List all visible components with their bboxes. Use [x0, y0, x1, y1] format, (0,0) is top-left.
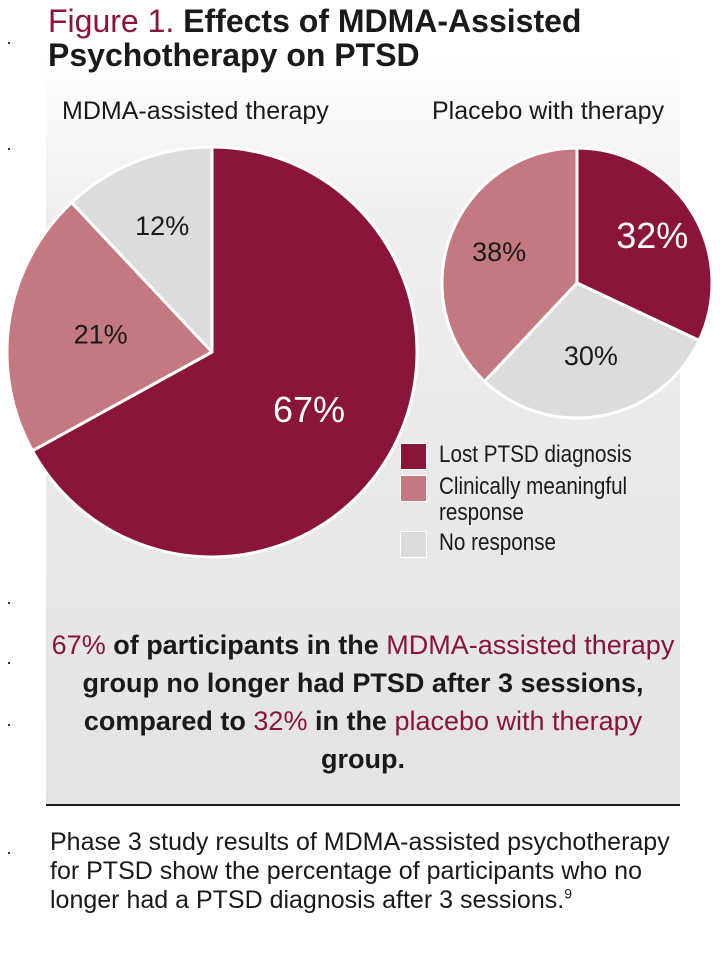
legend-swatch-clinical	[400, 475, 427, 502]
legend-swatch-none	[400, 531, 427, 558]
pie-label-mdma-lost: 67%	[273, 389, 345, 430]
margin-mark	[8, 662, 10, 664]
figure-title: Figure 1. Effects of MDMA-Assisted Psych…	[48, 4, 688, 72]
pie-title-placebo: Placebo with therapy	[432, 97, 665, 125]
pie-label-placebo-none: 30%	[564, 341, 618, 371]
figure-caption: Phase 3 study results of MDMA-assisted p…	[50, 828, 690, 915]
margin-mark	[8, 602, 10, 604]
legend-item-lost: Lost PTSD diagnosis	[400, 442, 700, 470]
summary-text: 67% of participants in the MDMA-assisted…	[46, 626, 680, 778]
pie-chart-placebo: 32% 30% 38%	[440, 146, 714, 420]
summary-highlight-mdma-group: MDMA-assisted therapy	[386, 630, 675, 660]
summary-highlight-placebo-pct: 32%	[253, 706, 308, 736]
summary-part-4: group.	[321, 744, 405, 774]
margin-mark	[8, 148, 10, 150]
legend: Lost PTSD diagnosis Clinically meaningfu…	[400, 442, 700, 562]
pie-slice-mdma-clinical	[5, 201, 214, 453]
summary-highlight-placebo-group: placebo with therapy	[394, 706, 643, 736]
legend-item-none: No response	[400, 530, 700, 558]
figure-label: Figure 1.	[48, 3, 175, 39]
figure-title-line1: Effects of MDMA-Assisted	[183, 3, 582, 39]
margin-mark	[8, 852, 10, 854]
caption-text: Phase 3 study results of MDMA-assisted p…	[50, 828, 670, 914]
panel-bottom-rule	[46, 804, 680, 806]
summary-part-2: group no longer had PTSD after 3 session…	[82, 668, 644, 736]
pie-label-mdma-none: 12%	[135, 211, 189, 241]
pie-slice-placebo-clinical	[440, 146, 579, 383]
pie-slice-placebo-lost	[575, 146, 714, 342]
pie-slice-mdma-lost	[30, 145, 419, 559]
margin-mark	[8, 724, 10, 726]
figure-title-line2: Psychotherapy on PTSD	[48, 37, 420, 73]
pie-label-placebo-lost: 32%	[616, 215, 688, 256]
pie-slice-placebo-none	[483, 281, 701, 420]
summary-highlight-mdma-pct: 67%	[51, 630, 106, 660]
legend-label-lost: Lost PTSD diagnosis	[439, 441, 632, 468]
legend-label-none: No response	[439, 529, 557, 556]
pie-title-mdma: MDMA-assisted therapy	[62, 97, 329, 125]
caption-reference: 9	[564, 885, 572, 902]
legend-swatch-lost	[400, 443, 427, 470]
pie-label-placebo-clinical: 38%	[472, 237, 526, 267]
pie-slice-mdma-none	[70, 145, 214, 354]
pie-chart-mdma: 67% 21% 12%	[5, 145, 419, 559]
margin-mark	[8, 42, 10, 44]
legend-label-clinical: Clinically meaningful response	[439, 473, 628, 526]
legend-item-clinical: Clinically meaningful response	[400, 474, 700, 526]
pie-label-mdma-clinical: 21%	[74, 319, 128, 349]
summary-part-3: in the	[307, 706, 395, 736]
summary-part-1: of participants in the	[105, 630, 387, 660]
